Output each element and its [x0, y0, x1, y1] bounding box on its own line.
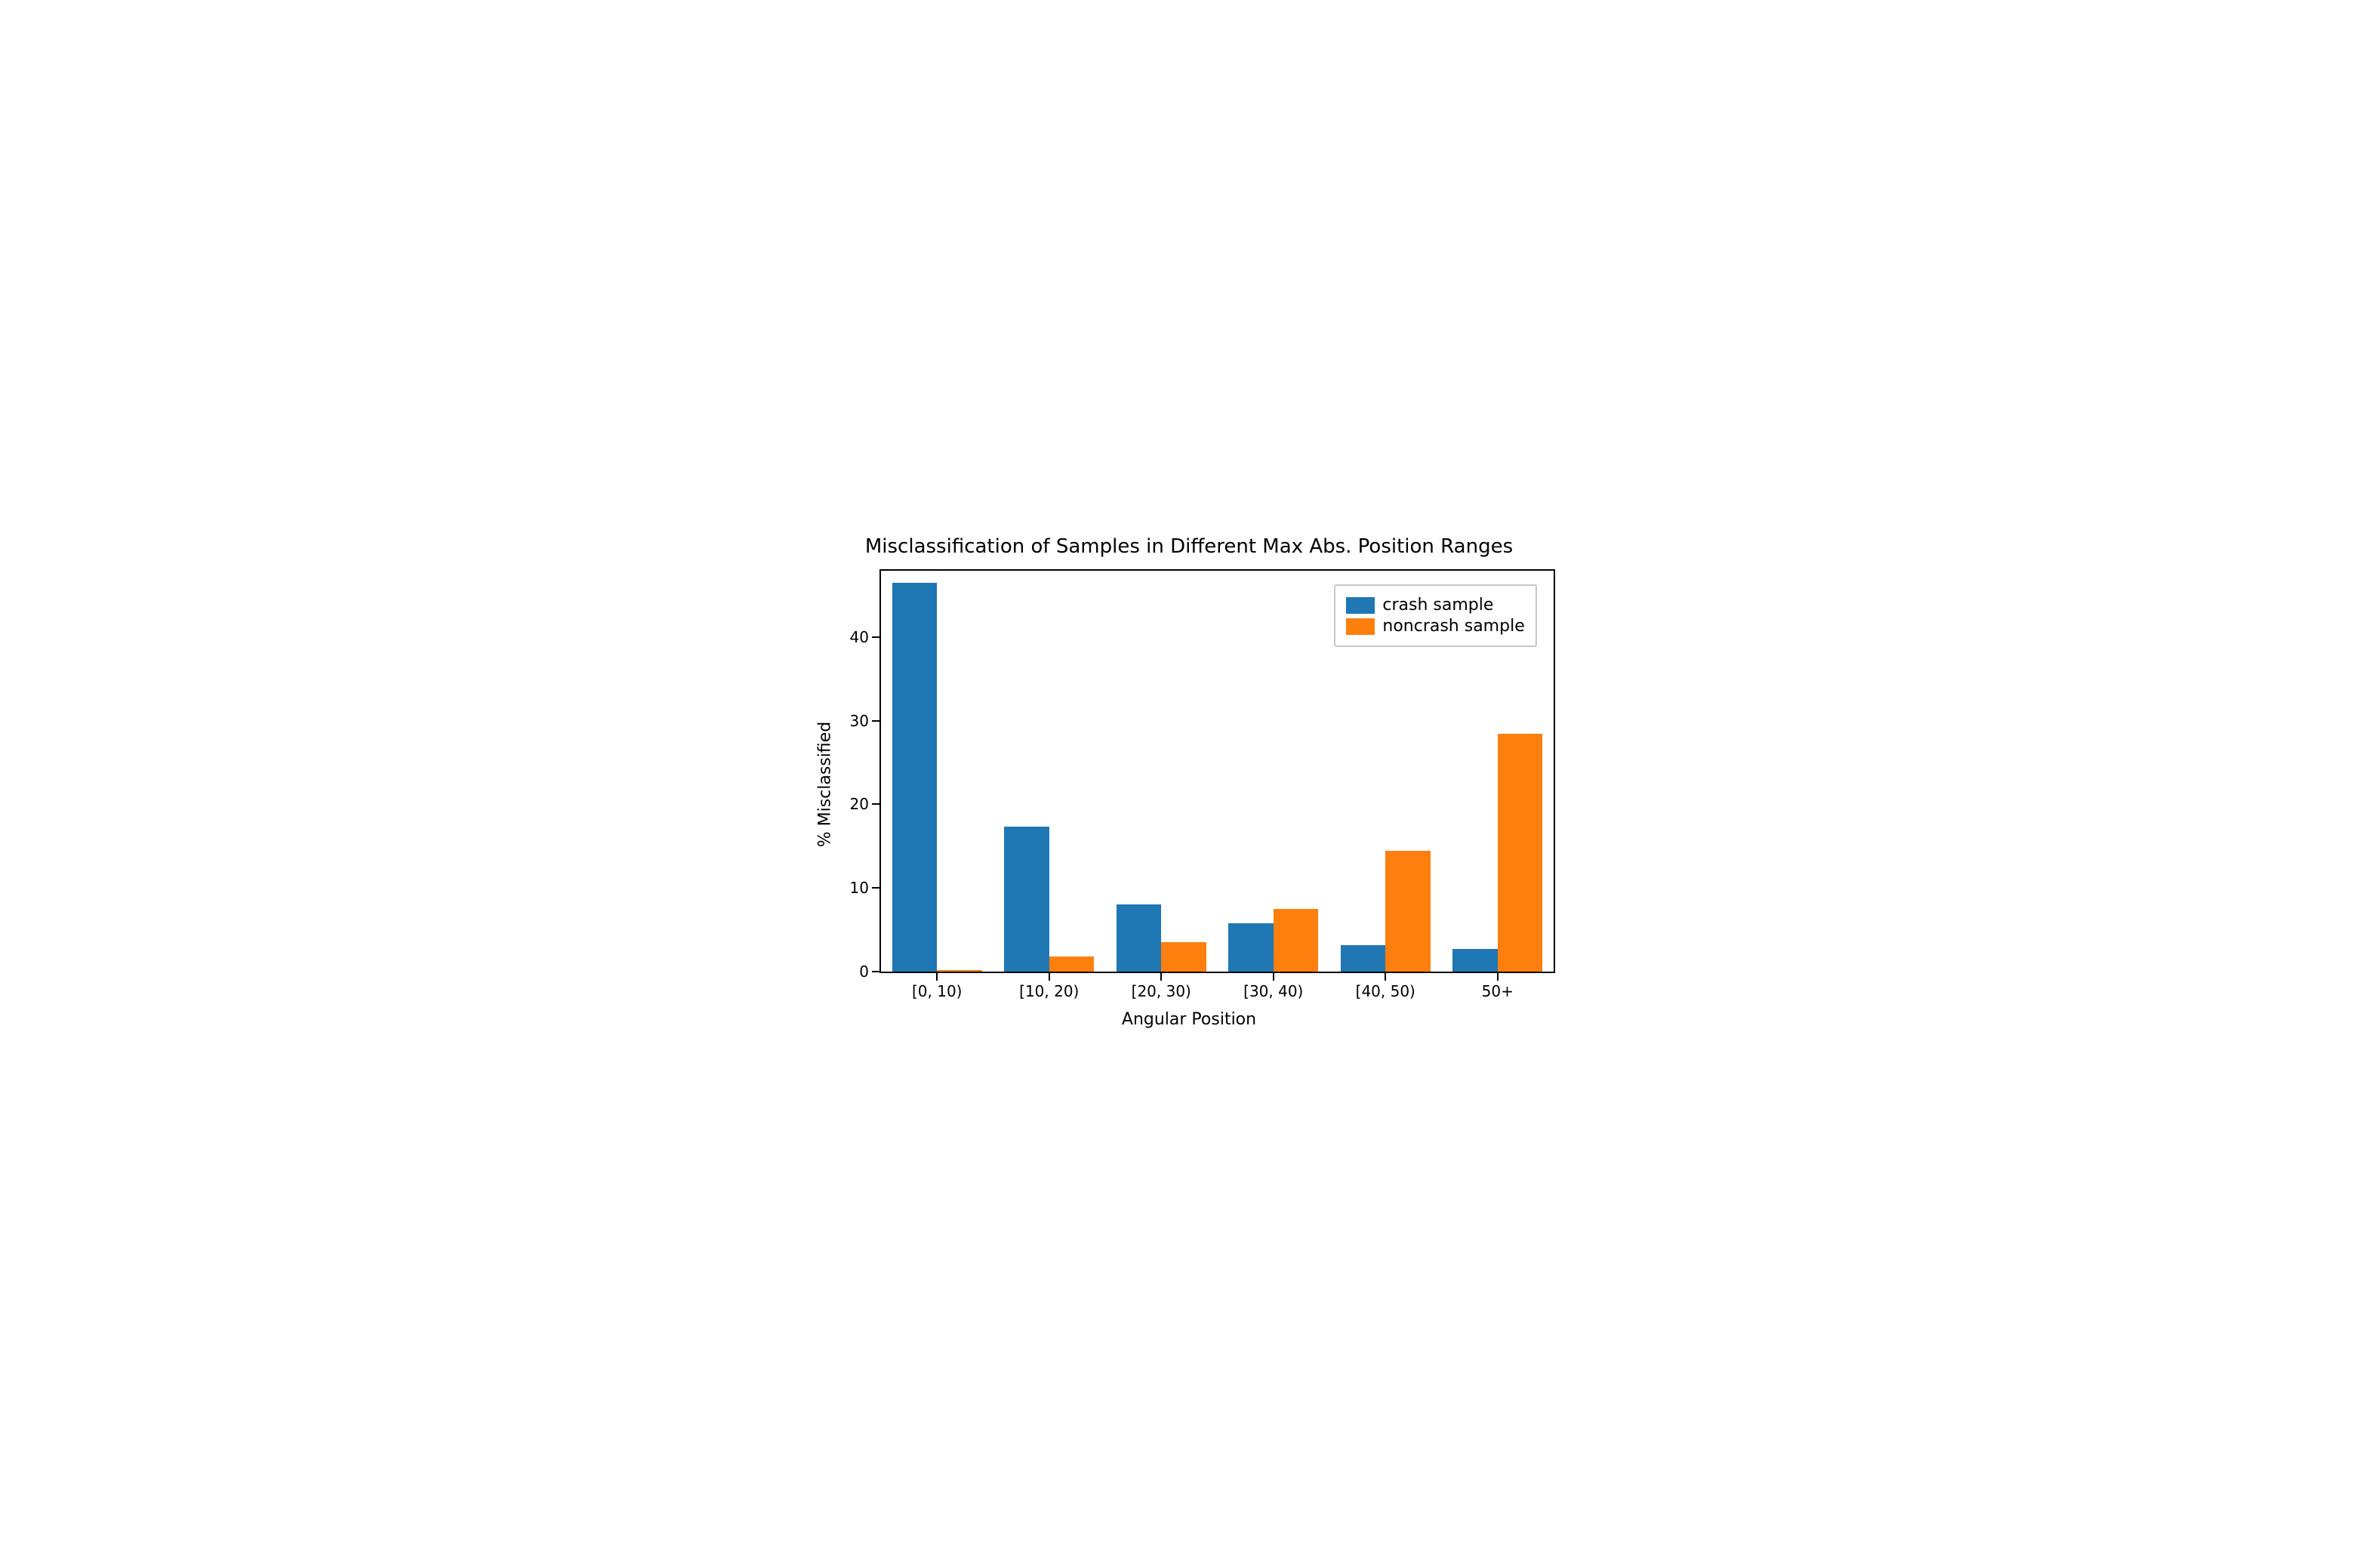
- legend-label: noncrash sample: [1382, 617, 1524, 636]
- bar: [1004, 827, 1049, 971]
- bar: [1341, 945, 1385, 971]
- y-tick: [872, 636, 879, 638]
- y-tick-label: 0: [859, 963, 869, 981]
- x-tick-label: [0, 10): [912, 982, 963, 1000]
- x-tick-label: [20, 30): [1132, 982, 1191, 1000]
- bar: [1498, 734, 1542, 971]
- x-tick-label: [30, 40): [1243, 982, 1303, 1000]
- legend-swatch: [1346, 597, 1375, 614]
- y-tick-label: 20: [850, 795, 869, 813]
- x-tick-label: [10, 20): [1019, 982, 1079, 1000]
- legend-item: crash sample: [1346, 596, 1524, 615]
- legend: crash sample noncrash sample: [1334, 584, 1536, 647]
- y-tick: [872, 720, 879, 722]
- x-tick: [1497, 973, 1499, 981]
- bar: [1228, 923, 1273, 971]
- x-axis-label: Angular Position: [1122, 1010, 1256, 1029]
- bar: [937, 970, 981, 972]
- chart-container: Misclassification of Samples in Differen…: [812, 535, 1566, 1034]
- bar: [892, 583, 937, 971]
- bar: [1161, 942, 1206, 972]
- x-tick: [1049, 973, 1050, 981]
- x-tick-label: 50+: [1482, 982, 1514, 1000]
- bar: [1117, 904, 1161, 972]
- x-tick: [1385, 973, 1386, 981]
- bar: [1274, 909, 1318, 972]
- y-tick-label: 10: [850, 879, 869, 897]
- legend-label: crash sample: [1382, 596, 1493, 615]
- y-axis-label: % Misclassified: [816, 721, 835, 847]
- bar: [1452, 949, 1497, 972]
- bar: [1049, 957, 1094, 972]
- y-tick: [872, 887, 879, 889]
- y-tick: [872, 803, 879, 805]
- x-tick: [936, 973, 938, 981]
- plot-area: crash samplenoncrash sample 010203040[0,…: [879, 569, 1555, 973]
- legend-swatch: [1346, 618, 1375, 635]
- bar: [1385, 851, 1430, 971]
- x-tick: [1160, 973, 1162, 981]
- y-tick-label: 30: [850, 712, 869, 730]
- y-tick-label: 40: [850, 628, 869, 646]
- legend-item: noncrash sample: [1346, 617, 1524, 636]
- y-tick: [872, 971, 879, 972]
- x-tick-label: [40, 50): [1356, 982, 1415, 1000]
- x-tick: [1273, 973, 1274, 981]
- chart-title: Misclassification of Samples in Differen…: [812, 535, 1566, 558]
